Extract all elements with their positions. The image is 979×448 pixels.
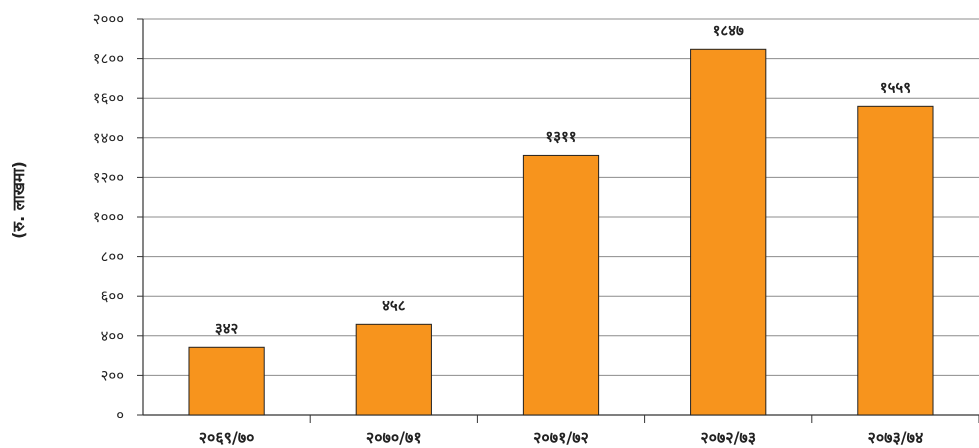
y-tick-label: ८००: [101, 248, 124, 266]
x-category-label: २०७०/७१: [366, 428, 422, 447]
x-category-label: २०७३/७४: [868, 428, 924, 447]
bars: [188, 48, 934, 416]
bar: [690, 48, 767, 416]
bar: [188, 346, 265, 416]
bar: [857, 105, 934, 416]
y-tick-label: ६००: [101, 287, 124, 305]
y-axis-label: (रु. लाखमा): [9, 161, 28, 239]
x-category-label: २०७१/७२: [533, 428, 589, 447]
bar-value-label: ४५८: [382, 296, 406, 314]
y-tick-label: १०००: [93, 208, 124, 226]
bar: [355, 323, 432, 416]
labels: ० २०० ४०० ६०० ८०० १००० १२०० १४०० १६०० १८०० २००० ३४२…: [93, 10, 923, 447]
x-category-label: २०६९/७०: [199, 428, 255, 447]
y-tick-label: २००: [101, 366, 124, 384]
y-tick-label: २०००: [93, 10, 124, 28]
x-category-label: २०७२/७३: [700, 428, 756, 447]
y-tick-label: ०: [116, 406, 124, 424]
bar: [522, 154, 600, 416]
bar-value-label: १५५९: [880, 78, 911, 96]
bar-value-label: १३११: [545, 127, 576, 145]
y-tick-label: १४००: [93, 129, 124, 147]
y-tick-label: ४००: [101, 327, 124, 345]
bar-value-label: १८४७: [713, 21, 744, 39]
bar-value-label: ३४२: [215, 319, 238, 337]
y-tick-label: १२००: [93, 168, 124, 186]
y-tick-label: १८००: [93, 50, 124, 68]
y-tick-label: १६००: [93, 89, 124, 107]
